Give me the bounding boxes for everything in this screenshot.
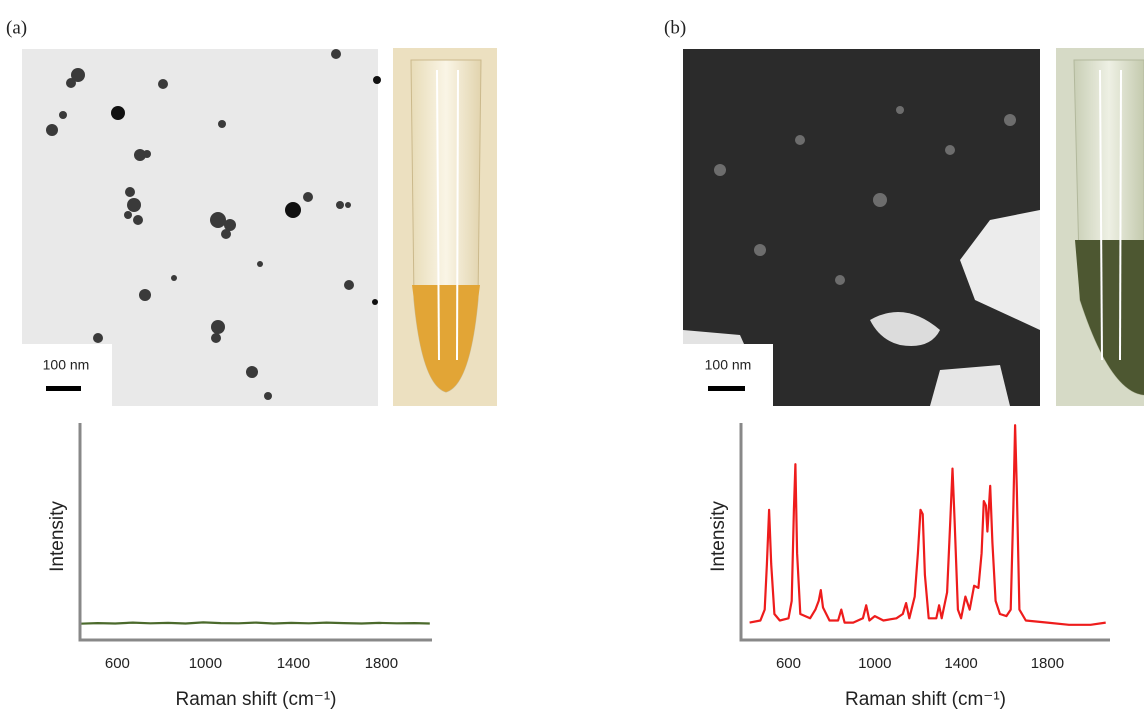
scale-bar-label: 100 nm [43,357,90,373]
panel-label: (b) [664,17,686,38]
x-tick-label: 1000 [189,655,222,672]
x-axis-label: Raman shift (cm⁻¹) [176,689,337,710]
spectrum-line [79,621,430,625]
scale-bar: 100 nm [22,344,112,406]
panel-label: (a) [6,17,27,38]
y-axis-label: Intensity [47,501,68,572]
spectrum-line [749,424,1106,626]
tube-photo [393,48,497,406]
scale-bar-label: 100 nm [705,357,752,373]
x-tick-label: 1800 [1031,655,1064,672]
y-axis-label: Intensity [708,501,729,572]
x-tick-label: 1800 [365,655,398,672]
x-tick-label: 1400 [944,655,977,672]
x-axis-label: Raman shift (cm⁻¹) [845,689,1006,710]
x-tick-label: 600 [105,655,130,672]
scale-bar: 100 nm [683,344,773,406]
tube-photo [1056,48,1144,406]
x-tick-label: 1400 [277,655,310,672]
x-tick-label: 600 [776,655,801,672]
x-tick-label: 1000 [858,655,891,672]
